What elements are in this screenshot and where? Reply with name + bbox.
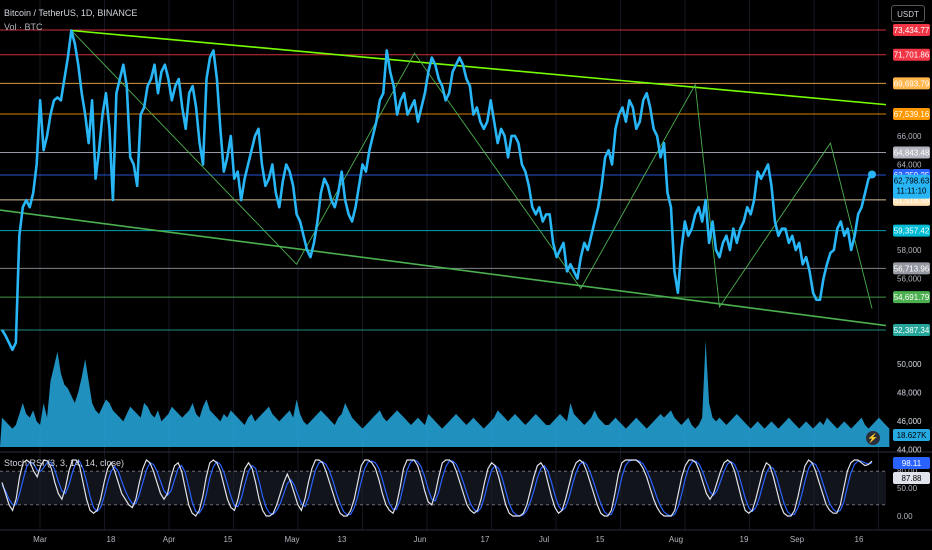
zigzag-polyline	[70, 30, 873, 309]
rsi-tick-label: 80.00	[897, 467, 918, 476]
price-tick-label: 46,000	[897, 417, 922, 426]
price-tick-label: 50,000	[897, 360, 922, 369]
trend-channel	[0, 29, 887, 327]
volume-area	[0, 340, 890, 447]
last-price-bg	[893, 174, 930, 199]
rsi-d-label-bg	[893, 472, 930, 484]
zigzag-lines	[70, 30, 873, 309]
price-tick-label: 58,000	[897, 246, 922, 255]
level-label-bg	[893, 77, 930, 90]
level-label: 71,701.86	[894, 51, 930, 60]
level-label-bg	[893, 262, 930, 275]
level-label-bg	[893, 48, 930, 61]
rsi-k-label: 98.11	[902, 459, 922, 468]
rsi-d-line	[1, 459, 873, 517]
price-tick-label: 48,000	[897, 389, 922, 398]
time-tick-label: 17	[481, 535, 490, 544]
price-tick-label: 66,000	[897, 132, 922, 141]
level-label-bg	[893, 324, 930, 336]
volume-label: Vol · BTC	[4, 22, 43, 32]
price-tick-label: 48,000	[897, 389, 922, 398]
last-price-label: 62,798.63	[894, 177, 930, 186]
time-tick-label: Apr	[163, 535, 176, 544]
price-axis: 73,434.77 71,701.86 69,693.79 67,539.16 64,8…	[893, 24, 930, 521]
rsi-k-line	[1, 459, 873, 517]
volume-label-bg	[893, 429, 930, 441]
level-label: 56,713.96	[894, 264, 930, 273]
time-tick-label: 13	[338, 535, 347, 544]
price-tick-label: 44,000	[897, 446, 922, 455]
last-price-dot	[868, 170, 876, 179]
price-line	[0, 29, 874, 352]
volume-histogram	[0, 340, 890, 447]
horizontal-levels	[0, 29, 886, 331]
level-label: 67,539.16	[894, 110, 930, 119]
level-label-bg	[893, 108, 930, 121]
stoch-rsi-pane	[0, 451, 932, 517]
time-tick-label: Jul	[539, 535, 549, 544]
level-label: 61,518.58	[894, 196, 930, 205]
grid-lines	[39, 0, 879, 530]
price-tick-label: 64,000	[897, 160, 922, 169]
time-tick-label: 19	[740, 535, 749, 544]
rsi-tick-label: 50.00	[897, 484, 918, 493]
price-tick-label: 56,000	[897, 275, 922, 284]
time-tick-label: 16	[855, 535, 864, 544]
stoch-rsi-label: Stoch RSI (3, 3, 14, 14, close)	[4, 458, 125, 468]
rsi-k-label-bg	[893, 457, 930, 469]
price-tick-label: 46,000	[897, 417, 922, 426]
time-tick-label: Aug	[669, 535, 683, 544]
price-series	[0, 29, 876, 352]
volume-value-label: 18.627K	[897, 431, 927, 440]
time-tick-label: 15	[596, 535, 605, 544]
level-label: 64,843.48	[894, 148, 930, 157]
price-tick-label: 50,000	[897, 360, 922, 369]
level-label: 73,434.77	[894, 26, 930, 35]
time-tick-label: Jun	[414, 535, 427, 544]
level-label-bg	[893, 24, 930, 36]
time-tick-label: Sep	[790, 535, 805, 544]
channel-upper-line	[71, 29, 887, 106]
currency-button[interactable]: USDT	[891, 5, 925, 22]
time-axis: Mar 18 Apr 15 May 13 Jun 17 Jul 15 Aug 19 Sep 16	[0, 529, 932, 544]
level-label-bg	[893, 224, 930, 237]
time-tick-label: Mar	[33, 535, 47, 544]
time-tick-label: 18	[107, 535, 116, 544]
level-label: 59,357.42	[894, 227, 930, 236]
price-tick-label: 44,000	[897, 446, 922, 455]
level-label-bg	[893, 291, 930, 304]
level-label: 54,691.79	[894, 293, 930, 302]
time-tick-label: 15	[224, 535, 233, 544]
rsi-d-label: 87.88	[901, 474, 922, 483]
chart-title: Bitcoin / TetherUS, 1D, BINANCE	[4, 8, 138, 18]
channel-lower-line	[0, 209, 887, 327]
countdown-label: 11:11:10	[897, 187, 928, 196]
level-label: 69,693.79	[894, 79, 930, 88]
level-label-bg	[893, 146, 930, 159]
alert-bolt-icon[interactable]: ⚡	[866, 431, 880, 445]
time-tick-label: May	[284, 535, 299, 544]
rsi-tick-label: 0.00	[897, 512, 913, 521]
level-label: 52,387.34	[894, 326, 930, 335]
